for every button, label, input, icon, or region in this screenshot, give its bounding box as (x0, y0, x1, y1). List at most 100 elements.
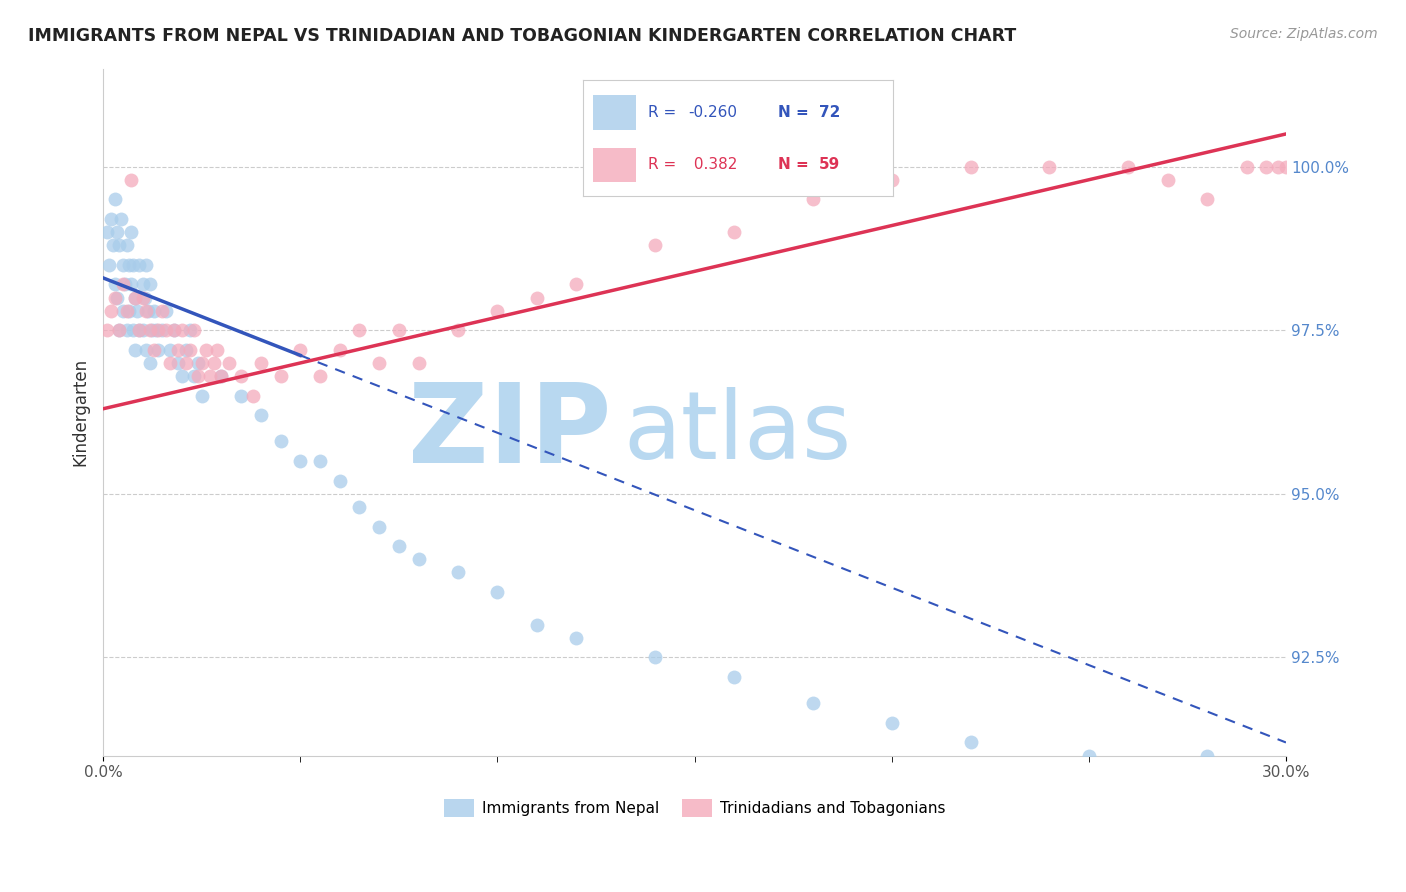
Point (148, 343, 170, 357)
Point (110, 212, 132, 227)
Point (120, 277, 142, 292)
Point (174, 356, 197, 370)
Text: 0.382: 0.382 (689, 157, 737, 172)
Point (100, 212, 122, 227)
Point (150, 323, 173, 337)
Point (118, 303, 141, 318)
Point (565, 277, 588, 292)
Point (723, 670, 745, 684)
Point (229, 389, 252, 403)
Point (120, 225, 142, 239)
Point (229, 369, 252, 384)
Point (124, 291, 146, 305)
Point (96, 225, 118, 239)
Point (111, 258, 134, 272)
Point (141, 323, 163, 337)
Point (100, 303, 122, 318)
Point (644, 650, 666, 665)
Point (155, 323, 177, 337)
Point (163, 323, 186, 337)
Point (329, 343, 352, 357)
Point (115, 303, 138, 318)
Point (131, 291, 153, 305)
Point (209, 369, 232, 384)
Point (114, 277, 136, 292)
Point (270, 369, 292, 384)
Point (309, 369, 332, 384)
Point (118, 258, 141, 272)
Point (108, 238, 131, 252)
Point (202, 356, 225, 370)
Point (1156, 173, 1178, 187)
Point (486, 303, 509, 318)
Bar (593, 95, 636, 130)
Point (190, 389, 212, 403)
Point (368, 356, 391, 370)
Point (170, 369, 193, 384)
Point (880, 173, 903, 187)
Point (179, 343, 201, 357)
Point (1116, 160, 1139, 174)
Point (190, 356, 212, 370)
Point (143, 303, 166, 318)
Text: IMMIGRANTS FROM NEPAL VS TRINIDADIAN AND TOBAGONIAN KINDERGARTEN CORRELATION CHA: IMMIGRANTS FROM NEPAL VS TRINIDADIAN AND… (28, 27, 1017, 45)
Point (104, 291, 127, 305)
Text: N =: N = (779, 105, 814, 120)
Point (1275, 160, 1298, 174)
Point (98, 258, 121, 272)
Point (170, 323, 193, 337)
Point (121, 323, 143, 337)
Text: R =: R = (648, 157, 682, 172)
Point (1077, 748, 1099, 763)
Point (139, 323, 162, 337)
Point (111, 303, 134, 318)
Point (329, 474, 352, 488)
Point (801, 696, 824, 710)
Point (124, 343, 146, 357)
Point (1267, 160, 1289, 174)
Point (150, 303, 173, 318)
Point (163, 323, 186, 337)
Point (270, 434, 292, 449)
Y-axis label: Kindergarten: Kindergarten (72, 358, 89, 467)
Point (218, 356, 240, 370)
Text: R =: R = (648, 105, 682, 120)
Point (167, 343, 190, 357)
Point (108, 323, 131, 337)
Point (174, 343, 197, 357)
Point (250, 356, 273, 370)
Point (115, 238, 138, 252)
Point (565, 631, 588, 645)
Point (131, 277, 153, 292)
Point (148, 323, 170, 337)
Point (290, 343, 312, 357)
Point (368, 519, 391, 533)
Point (125, 303, 148, 318)
Point (159, 356, 181, 370)
Point (447, 566, 470, 580)
Point (801, 193, 824, 207)
Point (1197, 748, 1219, 763)
Point (104, 193, 127, 207)
Point (96, 323, 118, 337)
Point (526, 617, 548, 632)
Point (105, 225, 128, 239)
Point (179, 323, 201, 337)
Point (101, 238, 124, 252)
Point (128, 258, 150, 272)
Point (1038, 160, 1060, 174)
Point (1197, 193, 1219, 207)
Point (349, 500, 371, 514)
Point (167, 356, 190, 370)
Point (187, 369, 209, 384)
Point (209, 369, 232, 384)
Text: ZIP: ZIP (408, 379, 612, 486)
Point (1236, 160, 1258, 174)
Point (128, 323, 150, 337)
Text: Source: ZipAtlas.com: Source: ZipAtlas.com (1230, 27, 1378, 41)
Point (723, 225, 745, 239)
Point (187, 356, 209, 370)
Point (139, 356, 162, 370)
Point (120, 173, 142, 187)
Point (108, 323, 131, 337)
